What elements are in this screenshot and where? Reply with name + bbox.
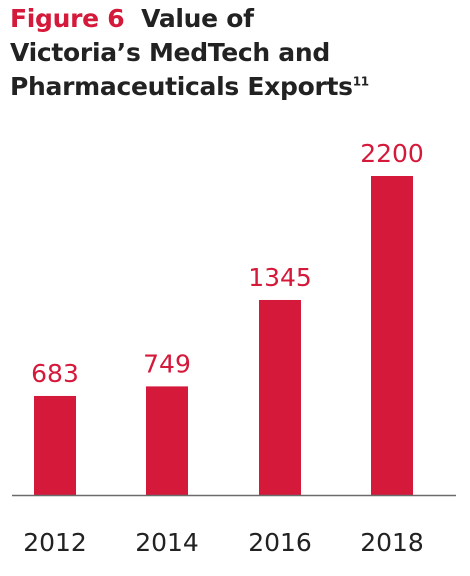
figure-label: Figure 6 [10, 4, 125, 33]
data-label-2014: 749 [143, 349, 191, 378]
chart-title: Figure 6 Value of Victoria’s MedTech and… [10, 2, 462, 104]
data-label-2016: 1345 [248, 263, 312, 292]
bar-2012 [34, 395, 76, 495]
x-tick-label-2014: 2014 [135, 528, 199, 557]
title-text-1: Value of [141, 4, 254, 33]
bar-2016 [259, 299, 301, 495]
title-text-3: Pharmaceuticals Exports [10, 72, 353, 101]
title-line-1: Figure 6 Value of [10, 2, 462, 36]
x-tick-label-2016: 2016 [248, 528, 312, 557]
labels-layer: 683 2012 749 2014 1345 2016 2200 2018 [23, 139, 424, 557]
data-label-2012: 683 [31, 359, 79, 388]
data-label-2018: 2200 [360, 139, 424, 168]
x-tick-label-2012: 2012 [23, 528, 87, 557]
bar-2018 [371, 176, 413, 495]
bar-2014 [146, 386, 188, 495]
title-line-3: Pharmaceuticals Exports11 [10, 70, 462, 104]
bars-layer [34, 176, 413, 495]
title-superscript: 11 [352, 74, 369, 89]
x-tick-label-2018: 2018 [360, 528, 424, 557]
title-line-2: Victoria’s MedTech and [10, 38, 330, 67]
